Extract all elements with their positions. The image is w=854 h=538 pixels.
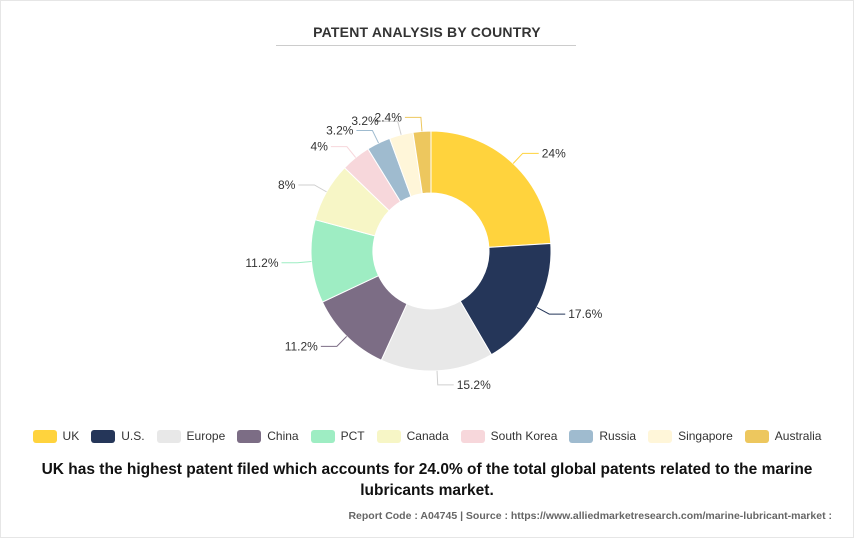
- chart-legend: UK U.S. Europe China PCT Canada South Korea Rus…: [0, 429, 854, 443]
- data-label-singapore: 3.2%: [351, 114, 379, 128]
- legend-swatch: [569, 429, 594, 443]
- connector-singapore: [381, 120, 402, 135]
- title-underline: [276, 45, 576, 46]
- legend-swatch: [237, 429, 262, 443]
- data-label-pct: 11.2%: [245, 256, 278, 270]
- legend-item-uk[interactable]: UK: [32, 429, 80, 443]
- connector-pct: [281, 261, 312, 264]
- connector-south-korea: [330, 146, 357, 158]
- data-label-china: 11.2%: [285, 339, 318, 353]
- slice-australia[interactable]: [412, 130, 432, 195]
- donut-slices: [310, 130, 552, 372]
- legend-swatch: [156, 429, 181, 443]
- connector-canada: [298, 184, 327, 193]
- donut-data-labels: 24%17.6%15.2%11.2%11.2%8%4%3.2%3.2%2.4%: [245, 110, 602, 391]
- legend-swatch: [648, 429, 673, 443]
- legend-item-australia[interactable]: Australia: [744, 429, 822, 443]
- connector-u-s: [536, 307, 566, 315]
- chart-title: PATENT ANALYSIS BY COUNTRY: [313, 24, 541, 40]
- legend-item-china[interactable]: China: [237, 429, 299, 443]
- legend-item-canada[interactable]: Canada: [376, 429, 449, 443]
- data-label-australia: 2.4%: [375, 110, 403, 124]
- legend-label: Russia: [599, 429, 637, 443]
- data-label-uk: 24%: [542, 146, 566, 160]
- legend-label: U.S.: [121, 429, 145, 443]
- chart-caption: UK has the highest patent filed which ac…: [41, 461, 813, 499]
- legend-label: South Korea: [490, 429, 558, 443]
- legend-swatch: [376, 429, 401, 443]
- legend-label: PCT: [340, 429, 365, 443]
- legend-label: UK: [62, 429, 80, 443]
- connector-china: [320, 336, 348, 347]
- legend-swatch: [460, 429, 485, 443]
- data-label-europe: 15.2%: [457, 378, 491, 392]
- data-label-canada: 8%: [278, 178, 296, 192]
- legend-item-south-korea[interactable]: South Korea: [460, 429, 558, 443]
- legend-label: China: [267, 429, 299, 443]
- legend-item-u-s[interactable]: U.S.: [91, 429, 145, 443]
- legend-item-russia[interactable]: Russia: [569, 429, 636, 443]
- connector-uk: [512, 152, 539, 164]
- legend-swatch: [91, 429, 116, 443]
- data-label-russia: 3.2%: [326, 123, 354, 137]
- legend-swatch: [744, 429, 769, 443]
- connector-russia: [356, 129, 379, 144]
- legend-label: Europe: [186, 429, 226, 443]
- legend-swatch: [32, 429, 57, 443]
- slice-uk[interactable]: [430, 130, 552, 248]
- connector-europe: [436, 370, 454, 386]
- legend-label: Australia: [774, 429, 822, 443]
- legend-swatch: [310, 429, 335, 443]
- connector-australia: [404, 116, 423, 132]
- report-source-footer: Report Code : A04745 | Source : https://…: [348, 510, 832, 522]
- legend-item-europe[interactable]: Europe: [156, 429, 226, 443]
- legend-label: Singapore: [678, 429, 733, 443]
- legend-item-singapore[interactable]: Singapore: [648, 429, 733, 443]
- data-label-south-korea: 4%: [311, 140, 329, 154]
- data-label-u-s: 17.6%: [568, 307, 602, 321]
- legend-label: Canada: [406, 429, 449, 443]
- legend-item-pct[interactable]: PCT: [310, 429, 365, 443]
